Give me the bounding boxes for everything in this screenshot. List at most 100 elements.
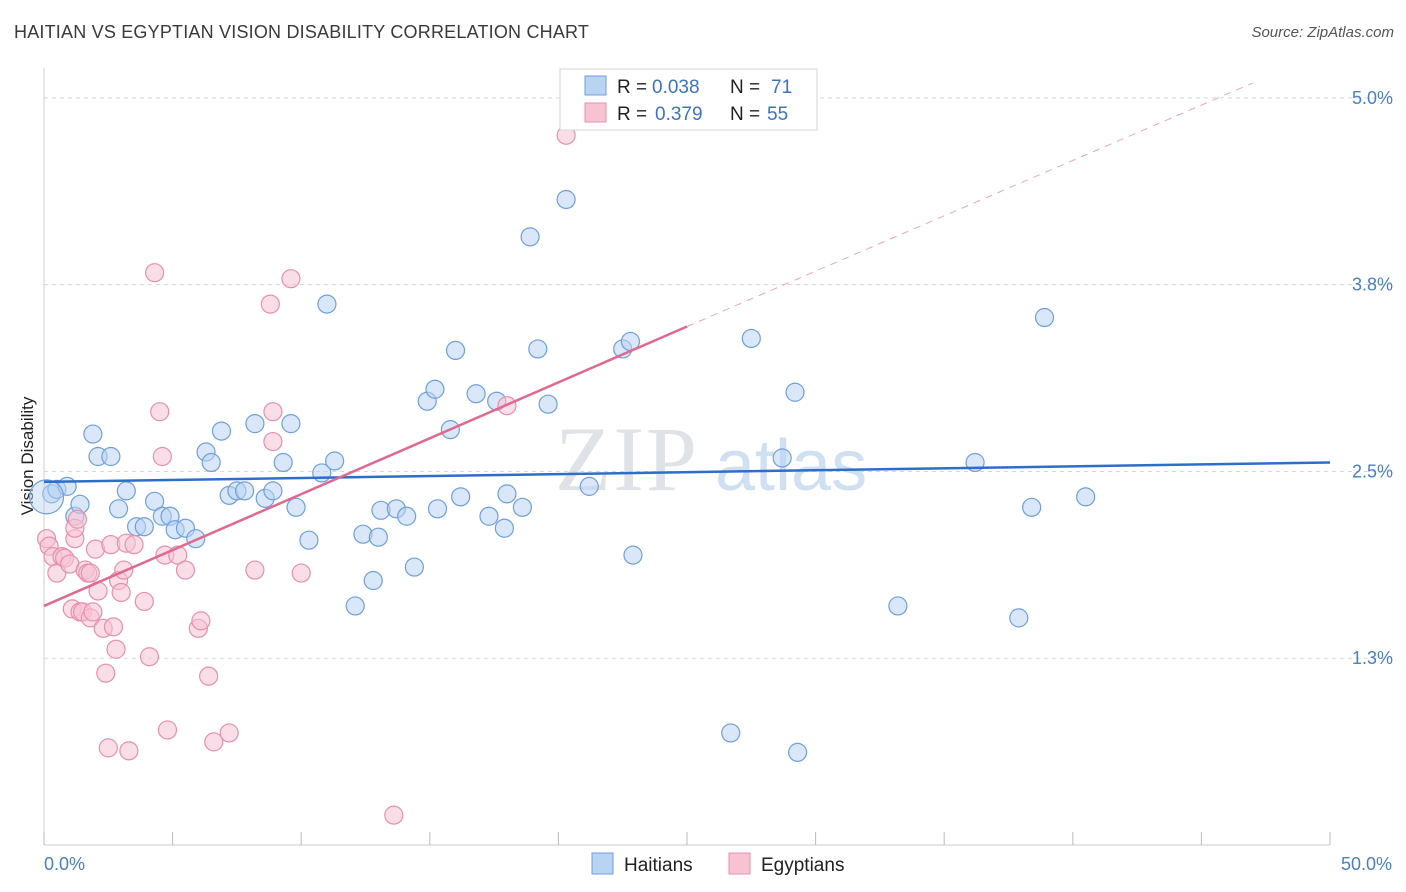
haitian-point [325,451,345,471]
egyptian-point [204,732,224,752]
egyptian-point [199,666,219,686]
haitian-point [466,384,486,404]
egyptian-point [245,560,265,580]
haitian-point [363,570,383,591]
haitian-point [512,497,532,517]
source-label: Source: ZipAtlas.com [1251,24,1394,41]
haitian-point [201,452,221,473]
watermark-zip: ZIP [555,408,699,510]
legend-bottom-label-haitians: Haitians [624,855,693,876]
legend-r-label-haitians: R = [617,77,647,98]
egyptian-point [124,535,144,555]
haitian-point [144,491,165,511]
haitian-point [397,506,417,526]
haitian-point [1022,497,1042,517]
legend-n-label-haitians: N = [730,77,760,98]
egyptian-point [111,582,131,603]
legend-r-value-egyptians: 0.379 [655,104,703,125]
egyptian-point [191,611,211,631]
haitian-point [579,476,599,496]
y-tick-label: 2.5% [1352,461,1393,481]
haitian-point [101,446,121,467]
haitian-point [281,414,301,434]
haitian-point [263,481,283,501]
watermark: ZIP atlas [555,408,867,510]
legend-r-value-haitians: 0.038 [652,77,700,98]
y-tick-label: 3.8% [1352,275,1393,295]
haitian-point [273,452,293,473]
haitian-point [235,481,255,501]
haitians-trend-line [43,461,1331,484]
legend-bottom-swatch-haitians [591,852,614,875]
y-tick-label: 1.3% [1352,648,1393,668]
haitian-point [520,227,540,247]
haitian-point [772,448,792,468]
egyptian-point [219,723,239,743]
haitian-point [721,723,741,743]
chart-title: HAITIAN VS EGYPTIAN VISION DISABILITY CO… [14,22,590,42]
egyptian-point [260,294,280,314]
haitian-point [479,506,499,526]
haitian-point [741,328,761,349]
egyptian-point [263,402,283,422]
haitian-point [1009,608,1029,628]
egyptian-point [80,563,100,583]
egyptian-point [96,663,116,683]
egyptian-point [134,591,154,612]
x-tick-label-max: 50.0% [1341,854,1392,874]
egyptian-point [175,560,196,580]
legend-swatch-haitians [584,75,607,96]
haitian-point [368,527,388,547]
gridlines [44,97,1392,659]
egyptian-point [263,431,283,452]
legend-r-label-egyptians: R = [617,104,647,125]
haitian-point [134,517,154,537]
haitian-point [404,557,424,577]
legend-n-label-egyptians: N = [730,104,760,125]
legend-bottom: Haitians Egyptians [591,852,844,876]
x-axis-ticks [43,832,1331,845]
egyptian-point [67,509,88,529]
haitian-point [427,499,448,519]
haitian-point [116,481,136,501]
haitian-point [787,742,808,762]
haitian-point [425,379,445,399]
haitian-point [345,596,365,616]
legend-bottom-swatch-egyptians [728,852,751,875]
haitian-cluster-point [28,479,65,515]
haitian-point [299,530,319,550]
haitian-point [785,382,805,402]
legend-top: R = 0.038 N = 71 R = 0.379 N = 55 [559,68,818,131]
haitian-point [445,340,466,361]
egyptian-point [144,263,165,283]
haitian-point [494,518,514,538]
legend-n-value-egyptians: 55 [767,104,788,125]
haitian-point [317,294,337,314]
legend-swatch-egyptians [584,102,607,123]
egyptian-point [150,402,170,422]
egyptian-point [139,647,160,667]
haitian-point [623,545,643,565]
egyptian-point [119,741,139,761]
watermark-atlas: atlas [715,426,867,506]
y-tick-label: 5.0% [1352,88,1393,108]
egyptian-point [152,446,172,467]
egyptian-point [384,805,404,825]
series-haitians-points [28,189,1096,762]
legend-n-value-haitians: 71 [771,77,792,98]
haitian-point [108,499,129,519]
series-egyptians-points [36,125,576,825]
egyptian-point [281,269,301,289]
haitian-point [451,487,471,507]
trend-lines [43,82,1331,608]
haitian-point [245,414,265,434]
egyptian-point [106,639,126,659]
haitian-point [1076,487,1096,507]
y-tick-labels: 1.3% 2.5% 3.8% 5.0% [1352,88,1393,668]
egyptian-point [83,602,103,622]
egyptian-point [291,563,311,583]
x-tick-label-min: 0.0% [44,854,85,874]
haitian-point [528,339,548,359]
haitian-point [538,394,558,414]
